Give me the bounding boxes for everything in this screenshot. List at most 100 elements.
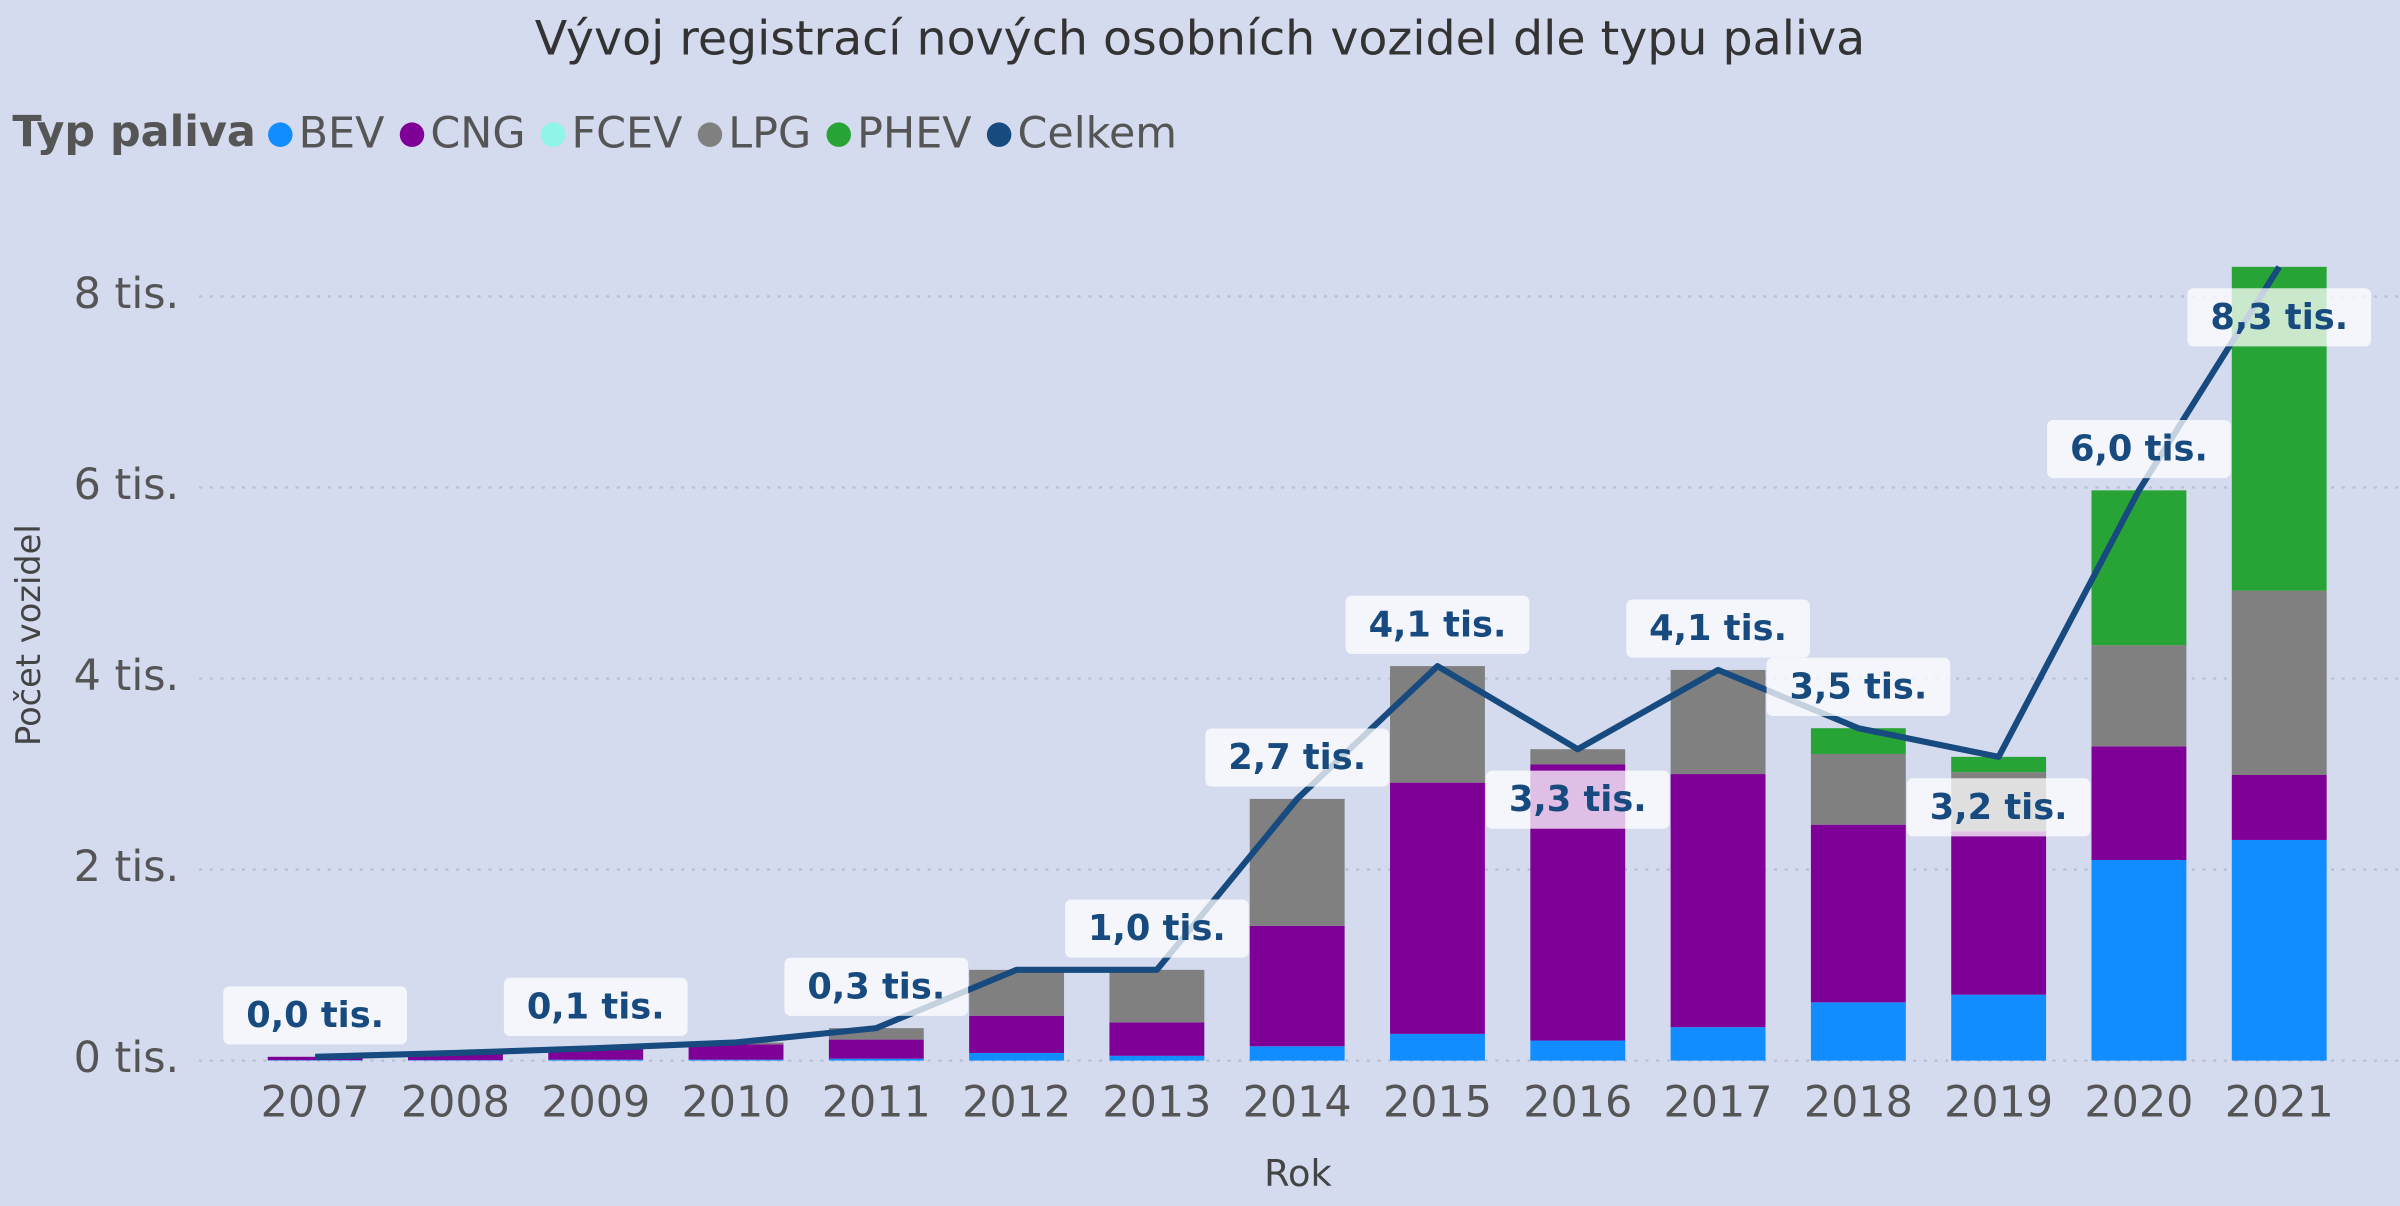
x-tick-label: 2018 [1804,1077,1913,1127]
bar-segment [969,1052,1065,1061]
legend-label: PHEV [857,109,971,159]
legend-marker [697,122,723,147]
x-tick-label: 2016 [1523,1077,1632,1127]
x-axis-title: Rok [1264,1152,1332,1195]
legend-label: CNG [430,109,525,159]
data-label-text: 0,1 tis. [527,986,665,1027]
bar-segment [2231,774,2327,840]
bar-segment [688,1059,784,1061]
legend-title: Typ paliva [12,107,255,157]
bar-segment [1109,1055,1205,1061]
chart-title: Vývoj registrací nových osobních vozidel… [535,11,1865,66]
data-label: 3,2 tis. [1906,778,2091,837]
data-label: 0,1 tis. [503,977,688,1036]
data-label: 4,1 tis. [1345,595,1530,654]
legend-label: FCEV [571,109,682,159]
bar-segment [267,1056,363,1061]
data-label-box [1205,728,1390,787]
y-tick-label: 2 tis. [74,842,180,892]
bar-segment [828,1039,924,1059]
bar-segment [1530,1040,1626,1061]
x-tick-label: 2012 [962,1077,1071,1127]
data-label-box [1485,770,1670,829]
bar-segment [1530,749,1626,765]
data-label-box [2047,419,2231,479]
bar-segment [1109,969,1205,1023]
data-label: 4,1 tis. [1626,599,1810,658]
data-label-box [503,977,688,1036]
data-label-text: 0,0 tis. [246,995,384,1036]
data-label-box [1345,595,1530,654]
bar-segment [407,1053,503,1061]
data-label: 0,0 tis. [223,986,407,1045]
data-label: 1,0 tis. [1065,899,1249,958]
y-tick-label: 0 tis. [74,1033,180,1083]
bar-segment [969,1015,1065,1053]
bar-segment [2231,590,2327,775]
bar-segment [2091,490,2187,646]
data-label-text: 0,3 tis. [807,966,945,1007]
x-tick-label: 2011 [822,1077,931,1127]
x-tick-label: 2013 [1102,1077,1211,1127]
legend-marker [399,122,425,147]
data-label-text: 6,0 tis. [2070,429,2208,470]
x-tick-label: 2008 [401,1077,510,1127]
data-label-text: 4,1 tis. [1649,608,1787,649]
bar-segment [828,1058,924,1061]
legend-marker [826,122,852,147]
legend-label: LPG [728,109,811,159]
bar-segment [688,1044,784,1060]
legend-label: BEV [299,109,385,159]
bar-segment [1390,782,1485,1034]
bar-segment [1390,1033,1485,1061]
bar-segment [548,1059,644,1061]
bar-segment [1249,1046,1345,1061]
bar-segment [1810,1002,1906,1061]
bar-segment [2091,645,2187,747]
data-label: 3,5 tis. [1766,657,1951,716]
data-label-text: 1,0 tis. [1088,908,1226,949]
bar-segment [1951,994,2047,1061]
bar-segment [2091,860,2187,1061]
y-tick-label: 6 tis. [74,460,180,510]
data-label-box [223,986,407,1045]
x-tick-label: 2017 [1664,1077,1773,1127]
bar-segment [2091,746,2187,861]
data-label-box [1065,899,1249,958]
data-label: 0,3 tis. [784,957,969,1016]
bar-segment [969,969,1065,1016]
bar-segment [548,1049,644,1060]
legend-label: Celkem [1017,109,1177,159]
bar-segment [1670,774,1766,1028]
legend-marker [268,122,293,147]
data-label-text: 4,1 tis. [1369,604,1507,645]
data-label: 6,0 tis. [2047,419,2231,479]
data-label: 8,3 tis. [2187,288,2372,347]
bar-segment [1249,925,1345,1047]
data-label-text: 3,3 tis. [1509,779,1647,820]
x-tick-label: 2015 [1383,1077,1492,1127]
x-tick-label: 2009 [541,1077,650,1127]
data-label-box [784,957,969,1016]
bar-segment [1810,753,1906,825]
y-axis-title: Počet vozidel [9,524,48,746]
bar-segment [1670,1027,1766,1061]
y-tick-label: 8 tis. [74,269,180,319]
data-label-text: 3,5 tis. [1789,666,1927,707]
x-tick-label: 2010 [681,1077,790,1127]
data-label-text: 3,2 tis. [1930,787,2068,828]
x-tick-label: 2019 [1944,1077,2053,1127]
data-label-box [1906,778,2091,837]
total-line [315,265,2282,1060]
x-tick-label: 2007 [261,1077,370,1127]
bar-segment [2231,839,2327,1061]
data-label-box [1766,657,1951,716]
x-tick-label: 2020 [2084,1077,2193,1127]
data-label-box [2187,288,2372,347]
bar-segment [1810,824,1906,1003]
bar-segment [1249,798,1345,926]
x-tick-label: 2021 [2225,1077,2334,1127]
legend-marker [986,122,1012,147]
